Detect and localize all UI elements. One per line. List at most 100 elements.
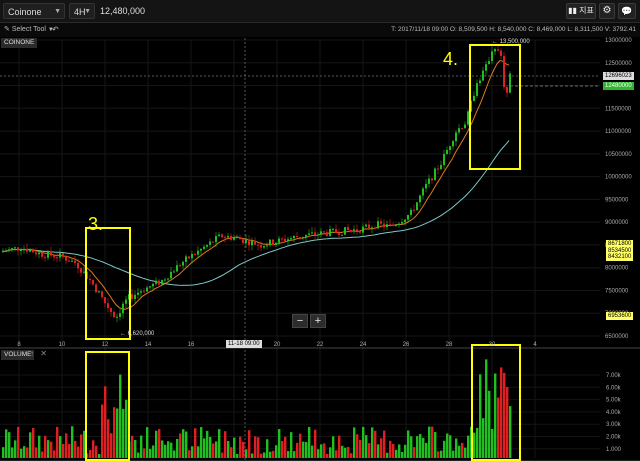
volume-bar	[137, 452, 140, 458]
volume-bar	[350, 453, 353, 458]
candle-body	[137, 292, 139, 295]
candle-body	[167, 278, 169, 280]
candle-body	[200, 248, 202, 251]
candle-body	[464, 124, 466, 129]
volume-bar	[377, 444, 380, 458]
candle-body	[344, 227, 346, 235]
settings-button[interactable]: ⚙	[599, 3, 615, 19]
exchange-select[interactable]: Coinone ▼	[3, 3, 65, 19]
candle-body	[20, 249, 22, 251]
candle-body	[62, 253, 64, 257]
candle-body	[236, 237, 238, 239]
volume-bar	[329, 447, 332, 458]
volume-bar	[86, 453, 89, 458]
pencil-icon: ✎	[4, 26, 12, 33]
candle-body	[305, 234, 307, 237]
candle-body	[152, 283, 154, 287]
exchange-label: Coinone	[8, 7, 42, 17]
volume-bar	[32, 428, 35, 458]
volume-bar	[290, 432, 293, 458]
candle-body	[407, 215, 409, 220]
highlight-box-3	[85, 227, 131, 340]
volume-bar	[473, 432, 476, 458]
interval-select[interactable]: 4H ▼	[69, 3, 95, 19]
y-tick-label: 6500000	[605, 334, 629, 340]
volume-bar	[230, 447, 233, 458]
volume-bar	[185, 431, 188, 458]
volume-tick-label: 4.00k	[606, 410, 622, 416]
candle-body	[479, 80, 481, 84]
volume-bar	[206, 430, 209, 458]
volume-bar	[20, 448, 23, 458]
indicator-button[interactable]: ▮▮ 지표	[566, 3, 596, 19]
candle-body	[176, 265, 178, 272]
volume-bar	[209, 436, 212, 458]
x-tick-label: 22	[317, 342, 324, 348]
y-tick-label: 7500000	[605, 288, 629, 294]
volume-bar	[491, 428, 494, 458]
volume-bar	[452, 450, 455, 458]
candle-body	[212, 241, 214, 243]
volume-bar	[368, 443, 371, 458]
candle-body	[371, 227, 373, 229]
volume-tick-label: 5.00k	[606, 398, 622, 404]
candle-body	[500, 50, 502, 57]
close-icon[interactable]: ✕	[40, 349, 47, 358]
volume-bar	[425, 442, 428, 458]
candle-body	[140, 291, 142, 293]
volume-bar	[29, 432, 32, 458]
volume-bar	[344, 447, 347, 458]
y-tick-label: 9500000	[605, 197, 629, 203]
candle-body	[47, 251, 49, 258]
volume-bar	[68, 443, 71, 458]
zoom-out-button[interactable]: −	[292, 314, 308, 328]
candle-body	[488, 61, 490, 65]
candle-body	[278, 238, 280, 243]
volume-bar	[17, 426, 20, 458]
volume-bar	[410, 436, 413, 458]
volume-tick-label: 2.00k	[606, 435, 622, 441]
volume-bar	[119, 374, 122, 458]
chat-button[interactable]: 💬	[618, 3, 636, 19]
candle-body	[215, 236, 217, 243]
volume-bar	[449, 435, 452, 458]
y-tick-label: 10500000	[605, 152, 632, 158]
candle-body	[506, 87, 508, 93]
chevron-down-icon: ▼	[47, 27, 54, 33]
candle-body	[290, 238, 292, 240]
zoom-in-button[interactable]: +	[310, 314, 326, 328]
volume-bar	[149, 448, 152, 458]
undo-icon[interactable]: ↶	[52, 25, 59, 34]
arrow-up-icon[interactable]: ↑	[30, 349, 34, 358]
volume-bar	[95, 445, 98, 458]
candle-body	[89, 278, 91, 280]
volume-bar	[11, 447, 14, 458]
volume-bar	[437, 451, 440, 458]
candle-body	[194, 253, 196, 255]
y-tick-label: 8000000	[605, 266, 629, 272]
select-tool-button[interactable]: ✎ Select Tool ▼	[4, 23, 54, 37]
volume-bar	[38, 435, 41, 458]
interval-label: 4H	[74, 7, 86, 17]
candle-body	[110, 308, 112, 312]
candle-body	[335, 228, 337, 233]
candle-body	[146, 287, 148, 292]
candle-body	[323, 231, 325, 233]
candle-body	[395, 225, 397, 227]
candle-body	[377, 221, 379, 229]
candle-body	[425, 183, 427, 189]
volume-bar	[197, 446, 200, 458]
candle-body	[251, 240, 253, 246]
candle-body	[383, 223, 385, 228]
volume-bar	[323, 443, 326, 458]
volume-bar	[155, 430, 158, 458]
highlight-box-4	[469, 44, 521, 170]
marker-price-b: 8534500	[606, 247, 634, 255]
candle-body	[206, 244, 208, 247]
volume-bar	[41, 451, 44, 458]
candle-body	[443, 154, 445, 166]
x-tick-label: 10	[59, 342, 66, 348]
volume-bar	[458, 445, 461, 458]
volume-bar	[509, 406, 512, 458]
